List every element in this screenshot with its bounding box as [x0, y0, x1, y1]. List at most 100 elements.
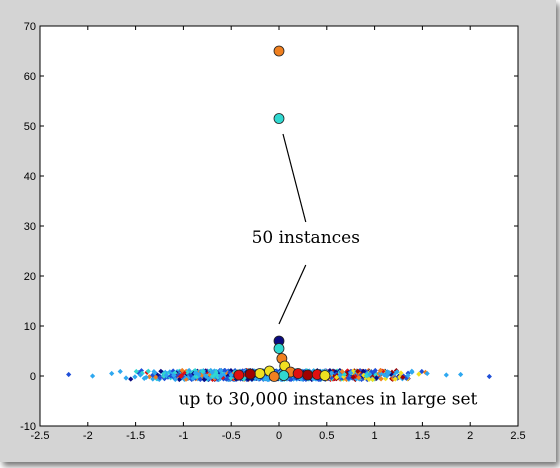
y-tick-label: 0 [30, 371, 36, 383]
large-set-point [161, 376, 168, 382]
large-set-point [398, 370, 404, 376]
large-set-point [274, 368, 280, 374]
large-set-point [419, 368, 425, 375]
large-set-point [153, 371, 159, 377]
large-set-point [190, 375, 196, 382]
large-set-point [422, 369, 429, 375]
large-set-point [228, 372, 234, 378]
large-set-point [178, 373, 184, 379]
large-set-point [222, 368, 228, 374]
large-set-point [138, 368, 145, 374]
large-set-point [192, 370, 198, 376]
large-set-point [458, 371, 464, 378]
large-set-point [344, 368, 351, 374]
large-set-point [337, 372, 343, 378]
large-set-point [377, 370, 384, 376]
large-set-point [221, 371, 228, 377]
plot-area [39, 25, 519, 427]
annotation-large-set: up to 30,000 instances in large set [179, 390, 478, 410]
small-set-point [268, 371, 280, 382]
large-set-point [328, 375, 334, 381]
x-tick-label: 1 [372, 430, 378, 442]
large-set-point [372, 367, 378, 374]
large-set-point [405, 372, 411, 379]
large-set-point [123, 375, 129, 381]
large-set-point [109, 370, 115, 377]
large-set-point [381, 372, 387, 378]
large-set-point [203, 373, 209, 379]
x-tick-label: 0 [276, 430, 282, 442]
large-set-point [310, 376, 316, 382]
large-set-point [182, 372, 189, 378]
small-set-point [233, 369, 245, 381]
large-set-point [163, 372, 169, 378]
large-set-point [370, 376, 376, 383]
large-set-point [328, 370, 335, 377]
large-set-point [355, 368, 361, 374]
large-set-point [133, 368, 139, 375]
annotation-leader-line-bottom [278, 264, 307, 325]
annotations: 50 instances up to 30,000 instances in la… [179, 133, 478, 410]
large-set-point [176, 372, 182, 378]
large-set-point [220, 374, 226, 381]
small-set-point [273, 343, 285, 354]
large-set-point [345, 375, 352, 381]
large-set-point [213, 369, 219, 376]
large-set-point [89, 373, 96, 379]
large-set-point [208, 374, 214, 381]
large-set-point [200, 368, 206, 375]
large-set-point [212, 374, 218, 380]
large-set-point [153, 374, 159, 380]
large-set-point [255, 376, 261, 382]
large-set-point [128, 376, 134, 382]
large-set-point [184, 369, 190, 376]
large-set-point [392, 376, 398, 382]
large-set-point [339, 369, 345, 375]
large-set-point [350, 374, 356, 380]
y-tick-label: 30 [24, 221, 36, 233]
large-set-point [367, 371, 373, 378]
large-set-point [172, 376, 178, 383]
large-set-point [201, 376, 208, 383]
large-set-point [228, 368, 234, 374]
y-tick-label: 20 [24, 271, 36, 283]
large-set-point [331, 373, 337, 379]
large-set-point [363, 372, 370, 379]
y-tick-label: -10 [20, 421, 36, 433]
x-tick-label: -1.5 [126, 430, 145, 442]
large-set-point [424, 370, 430, 377]
large-set-point [378, 376, 384, 382]
large-set-point [371, 370, 378, 376]
large-set-point [333, 369, 339, 375]
x-tick-label: -0.5 [222, 430, 241, 442]
large-set-point [197, 376, 203, 383]
large-set-point [179, 367, 185, 374]
large-set-point [341, 371, 347, 377]
large-set-point [152, 370, 158, 376]
large-set-point [209, 373, 216, 379]
y-tick-label: 10 [24, 321, 36, 333]
y-tick-label: 40 [24, 171, 36, 183]
y-axis: -10 0 10 20 30 40 50 60 70 [20, 21, 518, 433]
large-set-point [353, 376, 359, 382]
large-set-point [137, 372, 143, 378]
large-set-point [209, 369, 215, 376]
data-points [233, 45, 331, 382]
large-set-point [368, 369, 374, 375]
large-set-point [290, 376, 296, 382]
large-set-point [377, 367, 384, 374]
y-tick-label: 70 [24, 21, 36, 33]
x-tick-label: 1.5 [415, 430, 430, 442]
large-set-point [145, 368, 151, 374]
annotation-small-set: 50 instances [252, 228, 360, 248]
small-set-point [278, 370, 290, 381]
small-set-point [292, 368, 304, 379]
x-axis: -2.5 -2 -1.5 -1 -0.5 0 0.5 1 1.5 2 2.5 [31, 26, 526, 442]
large-set-point [346, 371, 352, 377]
large-set-point [196, 371, 202, 378]
x-tick-label: -2.5 [31, 430, 50, 442]
large-set-point [340, 373, 347, 380]
large-set-point [288, 376, 294, 383]
